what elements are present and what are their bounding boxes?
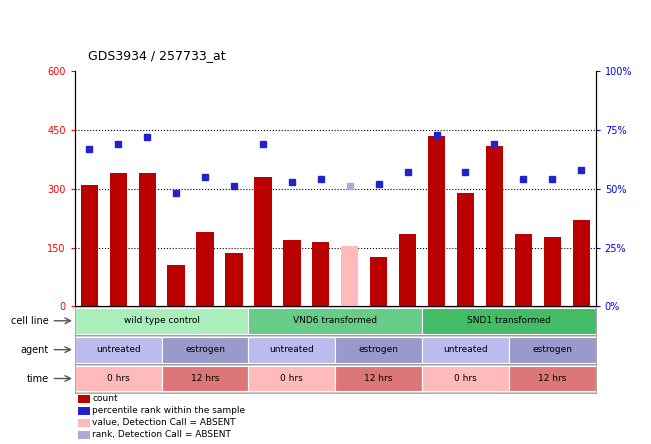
Bar (335, 337, 422, 363)
Text: rank, Detection Call = ABSENT: rank, Detection Call = ABSENT (92, 430, 231, 439)
Text: estrogen: estrogen (359, 345, 398, 354)
Bar (249, 308, 422, 334)
Bar (509, 337, 596, 363)
Bar (75, 365, 161, 392)
Bar (312, 242, 329, 306)
Bar (515, 234, 532, 306)
Bar (486, 146, 503, 306)
Text: VND6 transformed: VND6 transformed (293, 316, 378, 325)
Bar (161, 337, 249, 363)
Text: GDS3934 / 257733_at: GDS3934 / 257733_at (88, 49, 225, 62)
Bar (75, 337, 161, 363)
Bar (370, 258, 387, 306)
Bar (249, 365, 335, 392)
Text: 12 hrs: 12 hrs (365, 374, 393, 383)
Text: SND1 transformed: SND1 transformed (467, 316, 551, 325)
Text: percentile rank within the sample: percentile rank within the sample (92, 406, 245, 415)
Bar (509, 365, 596, 392)
Bar (109, 173, 127, 306)
Bar (572, 220, 590, 306)
Bar (225, 254, 243, 306)
Bar (341, 246, 359, 306)
Bar (139, 173, 156, 306)
Text: agent: agent (21, 345, 49, 355)
Bar (81, 185, 98, 306)
Bar (428, 136, 445, 306)
Bar (399, 234, 416, 306)
Text: 0 hrs: 0 hrs (281, 374, 303, 383)
Bar (457, 193, 474, 306)
Text: 12 hrs: 12 hrs (191, 374, 219, 383)
Text: 0 hrs: 0 hrs (107, 374, 130, 383)
Text: untreated: untreated (443, 345, 488, 354)
Bar (335, 365, 422, 392)
Text: count: count (92, 394, 118, 403)
Bar (197, 232, 214, 306)
Bar (255, 177, 271, 306)
Text: estrogen: estrogen (185, 345, 225, 354)
Bar (283, 241, 301, 306)
Text: wild type control: wild type control (124, 316, 200, 325)
Text: untreated: untreated (96, 345, 141, 354)
Bar (422, 337, 509, 363)
Bar (544, 237, 561, 306)
Bar (75, 308, 249, 334)
Bar (167, 265, 185, 306)
Text: 0 hrs: 0 hrs (454, 374, 477, 383)
Text: value, Detection Call = ABSENT: value, Detection Call = ABSENT (92, 418, 236, 427)
Text: time: time (27, 373, 49, 384)
Bar (422, 308, 596, 334)
Text: estrogen: estrogen (533, 345, 572, 354)
Bar (161, 365, 249, 392)
Text: untreated: untreated (270, 345, 314, 354)
Text: cell line: cell line (11, 316, 49, 326)
Bar (249, 337, 335, 363)
Bar (422, 365, 509, 392)
Text: 12 hrs: 12 hrs (538, 374, 566, 383)
